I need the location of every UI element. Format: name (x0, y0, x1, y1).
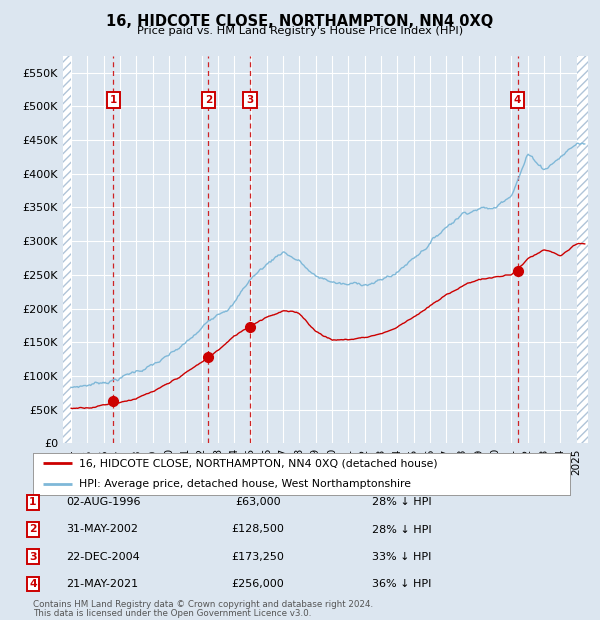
Bar (63, 56, 71, 443)
Text: 1: 1 (29, 497, 37, 507)
Text: 3: 3 (247, 95, 254, 105)
Bar (577, 56, 588, 443)
Text: £173,250: £173,250 (232, 552, 284, 562)
Text: 3: 3 (29, 552, 37, 562)
Text: 2: 2 (29, 525, 37, 534)
Text: 1: 1 (110, 95, 117, 105)
Text: £63,000: £63,000 (235, 497, 281, 507)
Text: £128,500: £128,500 (232, 525, 284, 534)
Text: 36% ↓ HPI: 36% ↓ HPI (372, 579, 431, 589)
Text: 22-DEC-2004: 22-DEC-2004 (66, 552, 140, 562)
Text: 02-AUG-1996: 02-AUG-1996 (66, 497, 140, 507)
Text: Price paid vs. HM Land Registry's House Price Index (HPI): Price paid vs. HM Land Registry's House … (137, 26, 463, 36)
Text: 21-MAY-2021: 21-MAY-2021 (66, 579, 138, 589)
Text: This data is licensed under the Open Government Licence v3.0.: This data is licensed under the Open Gov… (33, 608, 311, 618)
Text: Contains HM Land Registry data © Crown copyright and database right 2024.: Contains HM Land Registry data © Crown c… (33, 600, 373, 609)
Text: 28% ↓ HPI: 28% ↓ HPI (372, 525, 431, 534)
Text: 16, HIDCOTE CLOSE, NORTHAMPTON, NN4 0XQ: 16, HIDCOTE CLOSE, NORTHAMPTON, NN4 0XQ (106, 14, 494, 29)
Text: HPI: Average price, detached house, West Northamptonshire: HPI: Average price, detached house, West… (79, 479, 410, 489)
Text: 33% ↓ HPI: 33% ↓ HPI (372, 552, 431, 562)
Text: 4: 4 (29, 579, 37, 589)
Text: 28% ↓ HPI: 28% ↓ HPI (372, 497, 431, 507)
Text: £256,000: £256,000 (232, 579, 284, 589)
Text: 16, HIDCOTE CLOSE, NORTHAMPTON, NN4 0XQ (detached house): 16, HIDCOTE CLOSE, NORTHAMPTON, NN4 0XQ … (79, 458, 437, 468)
Text: 2: 2 (205, 95, 212, 105)
Text: 4: 4 (514, 95, 521, 105)
Text: 31-MAY-2002: 31-MAY-2002 (66, 525, 138, 534)
